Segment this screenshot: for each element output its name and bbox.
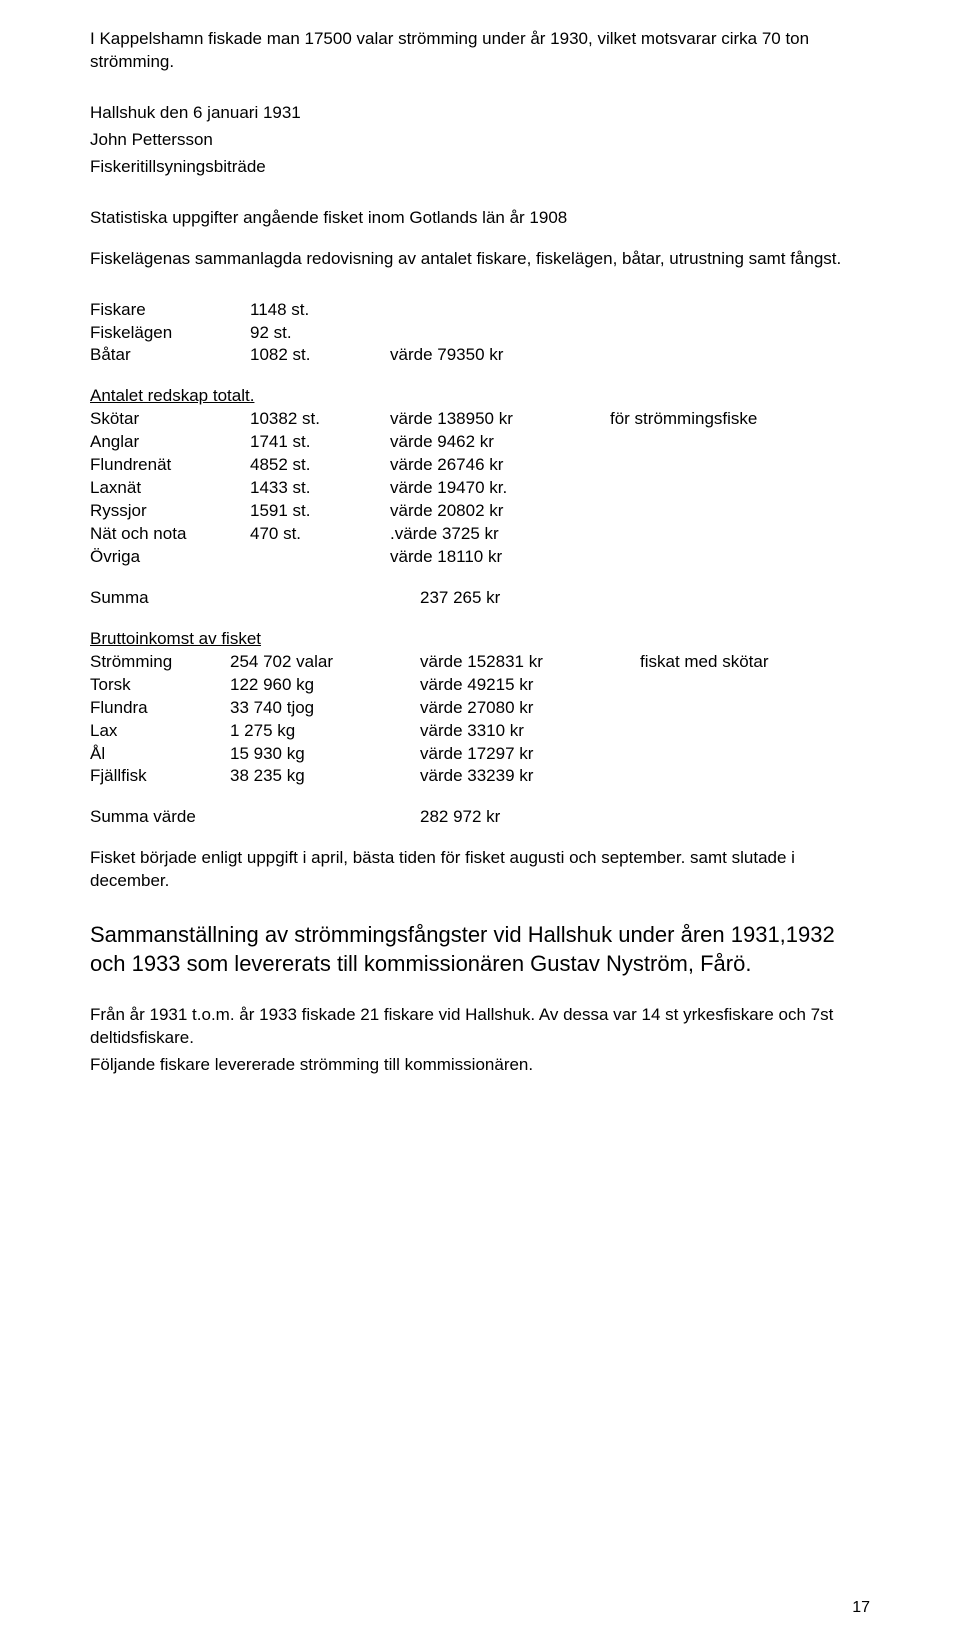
cell-note: för strömmingsfiske xyxy=(610,408,870,431)
cell-val: värde 26746 kr xyxy=(390,454,610,477)
summa-varde-value: 282 972 kr xyxy=(420,806,500,829)
redskap-row: Flundrenät 4852 st. värde 26746 kr xyxy=(90,454,870,477)
cell-num: 1591 st. xyxy=(250,500,390,523)
cell-qty: 254 702 valar xyxy=(230,651,420,674)
cell-label: Anglar xyxy=(90,431,250,454)
cell-val: värde 27080 kr xyxy=(420,697,640,720)
redskap-heading: Antalet redskap totalt. xyxy=(90,385,870,408)
brutto-row: Strömming 254 702 valar värde 152831 kr … xyxy=(90,651,870,674)
brutto-row: Lax 1 275 kg värde 3310 kr xyxy=(90,720,870,743)
cell-label: Flundra xyxy=(90,697,230,720)
page-container: I Kappelshamn fiskade man 17500 valar st… xyxy=(0,0,960,1649)
cell-qty: 122 960 kg xyxy=(230,674,420,697)
cell-val: värde 152831 kr xyxy=(420,651,640,674)
redskap-row: Anglar 1741 st. värde 9462 kr xyxy=(90,431,870,454)
cell-label: Flundrenät xyxy=(90,454,250,477)
cell-val: .värde 3725 kr xyxy=(390,523,610,546)
cell-label: Torsk xyxy=(90,674,230,697)
cell-num: 92 st. xyxy=(250,322,390,345)
page-number: 17 xyxy=(852,1597,870,1619)
cell-val: värde 17297 kr xyxy=(420,743,640,766)
compilation-heading: Sammanställning av strömmingsfångster vi… xyxy=(90,921,870,978)
sign-title: Fiskeritillsyningsbiträde xyxy=(90,156,870,179)
cell-num: 1082 st. xyxy=(250,344,390,367)
sign-date: Hallshuk den 6 januari 1931 xyxy=(90,102,870,125)
cell-label: Lax xyxy=(90,720,230,743)
cell-num: 1148 st. xyxy=(250,299,390,322)
brutto-heading: Bruttoinkomst av fisket xyxy=(90,628,870,651)
cell-val: värde 138950 kr xyxy=(390,408,610,431)
closing-paragraph-2a: Från år 1931 t.o.m. år 1933 fiskade 21 f… xyxy=(90,1004,870,1050)
cell-val: värde 19470 kr. xyxy=(390,477,610,500)
intro-paragraph: I Kappelshamn fiskade man 17500 valar st… xyxy=(90,28,870,74)
summa-value: 237 265 kr xyxy=(420,587,500,610)
cell-label: Fjällfisk xyxy=(90,765,230,788)
cell-label: Strömming xyxy=(90,651,230,674)
cell-qty: 38 235 kg xyxy=(230,765,420,788)
closing-paragraph-1: Fisket började enligt uppgift i april, b… xyxy=(90,847,870,893)
cell-qty: 15 930 kg xyxy=(230,743,420,766)
brutto-row: Torsk 122 960 kg värde 49215 kr xyxy=(90,674,870,697)
cell-label: Laxnät xyxy=(90,477,250,500)
cell-val: värde 18110 kr xyxy=(390,546,610,569)
basic-row-fiskelagen: Fiskelägen 92 st. xyxy=(90,322,870,345)
cell-qty: 33 740 tjog xyxy=(230,697,420,720)
basic-row-batar: Båtar 1082 st. värde 79350 kr xyxy=(90,344,870,367)
redskap-row: Nät och nota 470 st. .värde 3725 kr xyxy=(90,523,870,546)
cell-label: Fiskare xyxy=(90,299,250,322)
redskap-row: Laxnät 1433 st. värde 19470 kr. xyxy=(90,477,870,500)
cell-num xyxy=(250,546,390,569)
cell-num: 1433 st. xyxy=(250,477,390,500)
redskap-row: Ryssjor 1591 st. värde 20802 kr xyxy=(90,500,870,523)
summa-varde-label: Summa värde xyxy=(90,806,420,829)
summa-row: Summa 237 265 kr xyxy=(90,587,870,610)
cell-label: Båtar xyxy=(90,344,250,367)
cell-label: Ryssjor xyxy=(90,500,250,523)
cell-num: 470 st. xyxy=(250,523,390,546)
cell-num: 4852 st. xyxy=(250,454,390,477)
closing-paragraph-2b: Följande fiskare levererade strömming ti… xyxy=(90,1054,870,1077)
summa-varde-row: Summa värde 282 972 kr xyxy=(90,806,870,829)
stats-heading: Statistiska uppgifter angående fisket in… xyxy=(90,207,870,230)
cell-label: Övriga xyxy=(90,546,250,569)
basic-row-fiskare: Fiskare 1148 st. xyxy=(90,299,870,322)
sign-name: John Pettersson xyxy=(90,129,870,152)
cell-label: Fiskelägen xyxy=(90,322,250,345)
cell-val: värde 9462 kr xyxy=(390,431,610,454)
brutto-row: Fjällfisk 38 235 kg värde 33239 kr xyxy=(90,765,870,788)
redskap-row: Övriga värde 18110 kr xyxy=(90,546,870,569)
cell-num: 1741 st. xyxy=(250,431,390,454)
cell-val: värde 49215 kr xyxy=(420,674,640,697)
cell-qty: 1 275 kg xyxy=(230,720,420,743)
cell-val: värde 79350 kr xyxy=(390,344,610,367)
redskap-row: Skötar 10382 st. värde 138950 kr för str… xyxy=(90,408,870,431)
cell-val: värde 20802 kr xyxy=(390,500,610,523)
cell-val: värde 3310 kr xyxy=(420,720,640,743)
cell-val: värde 33239 kr xyxy=(420,765,640,788)
brutto-row: Flundra 33 740 tjog värde 27080 kr xyxy=(90,697,870,720)
cell-note: fiskat med skötar xyxy=(640,651,870,674)
cell-num: 10382 st. xyxy=(250,408,390,431)
cell-label: Ål xyxy=(90,743,230,766)
summa-label: Summa xyxy=(90,587,420,610)
summary-line: Fiskelägenas sammanlagda redovisning av … xyxy=(90,248,870,271)
cell-label: Skötar xyxy=(90,408,250,431)
brutto-row: Ål 15 930 kg värde 17297 kr xyxy=(90,743,870,766)
cell-label: Nät och nota xyxy=(90,523,250,546)
